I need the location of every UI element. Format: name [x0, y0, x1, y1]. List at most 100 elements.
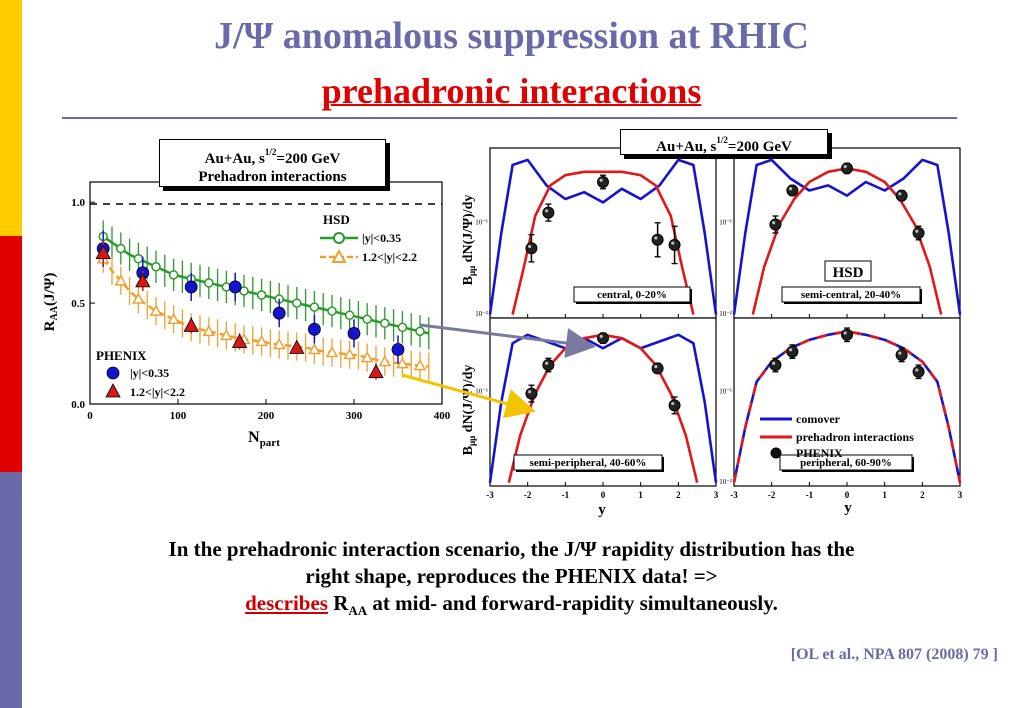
rapidity-ytick-label: 10⁻²	[719, 310, 732, 318]
panel-label: peripheral, 60-90%	[800, 457, 892, 469]
rapidity-xtick-label: 2	[920, 490, 925, 500]
panel-label: semi-central, 20-40%	[801, 289, 901, 301]
legend-phenix-label: PHENIX	[796, 446, 843, 460]
raa-data-point	[368, 363, 384, 379]
rapidity-xtick-label: 3	[958, 490, 963, 500]
rapidity-xtick-label: 1	[638, 490, 643, 500]
raa-data-point	[228, 280, 242, 294]
raa-data-point	[183, 317, 199, 332]
rapidity-ytick-label: 10⁻¹	[719, 219, 732, 227]
raa-data-point	[231, 333, 248, 348]
raa-xlabel: Npart	[248, 429, 280, 449]
title-rule	[62, 117, 957, 119]
raa-ytick-label: 0.5	[71, 298, 85, 310]
phenix-point-highlight	[599, 334, 603, 338]
rapidity-ytick-label: 10⁻²	[475, 310, 488, 318]
raa-xtick-label: 300	[346, 410, 363, 422]
rapidity-xtick-label: 1	[882, 490, 887, 500]
raa-model-marker	[396, 357, 409, 369]
raa-model-marker	[397, 322, 408, 333]
phenix-point-highlight	[915, 368, 919, 372]
rapidity-panel: 10⁻¹ 10⁻² central, 0-20%	[475, 147, 718, 319]
raa-model-marker	[116, 243, 126, 254]
rapidity-ytick-label: 10⁻²	[719, 478, 732, 486]
raa-xtick-label: 400	[434, 410, 450, 422]
comover-curve	[488, 333, 718, 483]
legend-orange-label: 1.2<|y|<2.2	[362, 250, 417, 264]
rapidity-xtick-label: 0	[601, 490, 606, 500]
raa-model-marker	[167, 312, 180, 324]
panel-label: central, 0-20%	[597, 289, 667, 301]
raa-data-point	[347, 326, 361, 340]
info-box-left-line1: Au+Au, s1/2=200 GeV	[204, 147, 341, 167]
phenix-point-highlight	[544, 209, 549, 213]
phenix-point-highlight	[772, 361, 776, 365]
rapidity-ylabel-top: Bμμ dN(J/Ψ)/dy	[461, 195, 477, 286]
raa-model-marker	[256, 290, 267, 300]
raa-model-marker	[220, 328, 233, 341]
legend-red-marker	[105, 383, 121, 398]
raa-xtick-label: 0	[87, 410, 93, 422]
phenix-point-highlight	[654, 365, 658, 369]
legend-red-label: 1.2<|y|<2.2	[130, 385, 185, 399]
phenix-legend-title: PHENIX	[96, 348, 147, 363]
slide-subtitle: prehadronic interactions	[321, 71, 702, 111]
raa-data-point	[307, 322, 321, 336]
raa-model-marker	[292, 298, 302, 308]
rapidity-xtick-label: -2	[768, 490, 776, 500]
legend-green-marker	[333, 232, 345, 244]
raa-chart: 0 100 200 300 400 0.0 0.5 1.0 RAA(J/Ψ) Npart HS…	[42, 181, 450, 449]
body-line-2: right shape, reproduces the PHENIX data!…	[305, 564, 718, 588]
raa-ylabel: RAA(J/Ψ)	[42, 273, 60, 332]
phenix-point-highlight	[898, 192, 902, 196]
arrow-to-central	[419, 323, 596, 358]
hsd-box-label: HSD	[833, 265, 864, 281]
raa-model-marker	[415, 326, 425, 337]
body-text: In the prehadronic interaction scenario,…	[0, 536, 1023, 624]
raa-model-marker	[309, 302, 320, 312]
raa-model-line	[102, 257, 429, 368]
rapidity-panel: -3 -2 -1 0 1 2 3 10⁻¹ 10⁻² peripheral, 60-90%	[719, 317, 963, 500]
raa-model-marker	[360, 351, 374, 363]
raa-model-marker	[151, 262, 161, 272]
raa-xtick-label: 200	[258, 410, 275, 422]
legend-phenix-marker	[770, 447, 782, 459]
prehadron-curve	[511, 170, 695, 315]
citation: [OL et al., NPA 807 (2008) 79 ]	[790, 646, 998, 663]
prehadron-curve	[732, 330, 962, 483]
panel-label-box	[513, 454, 663, 471]
panel-label-box	[779, 454, 913, 471]
rapidity-xtick-label: -1	[806, 490, 814, 500]
raa-model-marker	[202, 324, 216, 337]
raa-data-point	[272, 306, 286, 320]
rapidity-ytick-label: 10⁻¹	[475, 219, 488, 227]
info-box-right: Au+Au, s1/2=200 GeV	[620, 129, 828, 155]
rapidity-ylabel-bottom: Bμμ dN(J/Ψ)/dy	[461, 365, 477, 456]
rapidity-xtick-label: 0	[845, 490, 850, 500]
raa-model-marker	[378, 355, 392, 367]
rapidity-xtick-label: -3	[486, 490, 494, 500]
raa-model-marker	[413, 359, 427, 371]
panel-label: semi-peripheral, 40-60%	[530, 457, 647, 469]
raa-model-marker	[362, 314, 372, 324]
raa-data-point	[95, 244, 111, 260]
raa-data-point	[391, 343, 405, 356]
raa-data-point	[135, 273, 151, 288]
raa-model-marker	[380, 318, 390, 329]
rapidity-ytick-label: 10⁻¹	[475, 388, 488, 396]
raa-ytick-label: 1.0	[71, 197, 85, 209]
raa-model-marker	[325, 345, 339, 358]
phenix-point-highlight	[654, 236, 658, 240]
phenix-point-highlight	[843, 165, 847, 169]
panel-label-box	[781, 286, 921, 303]
phenix-point-highlight	[528, 244, 532, 249]
rapidity-xtick-label: 3	[714, 490, 719, 500]
arrow-to-semiperipheral	[401, 373, 536, 419]
rapidity-xtick-label: 2	[676, 490, 681, 500]
rapidity-xlabel-right: y	[844, 500, 852, 516]
legend-blue-marker	[106, 366, 120, 380]
raa-data-point	[184, 280, 198, 294]
legend-prehadron-label: prehadron interactions	[796, 430, 914, 444]
phenix-point-highlight	[915, 229, 919, 233]
